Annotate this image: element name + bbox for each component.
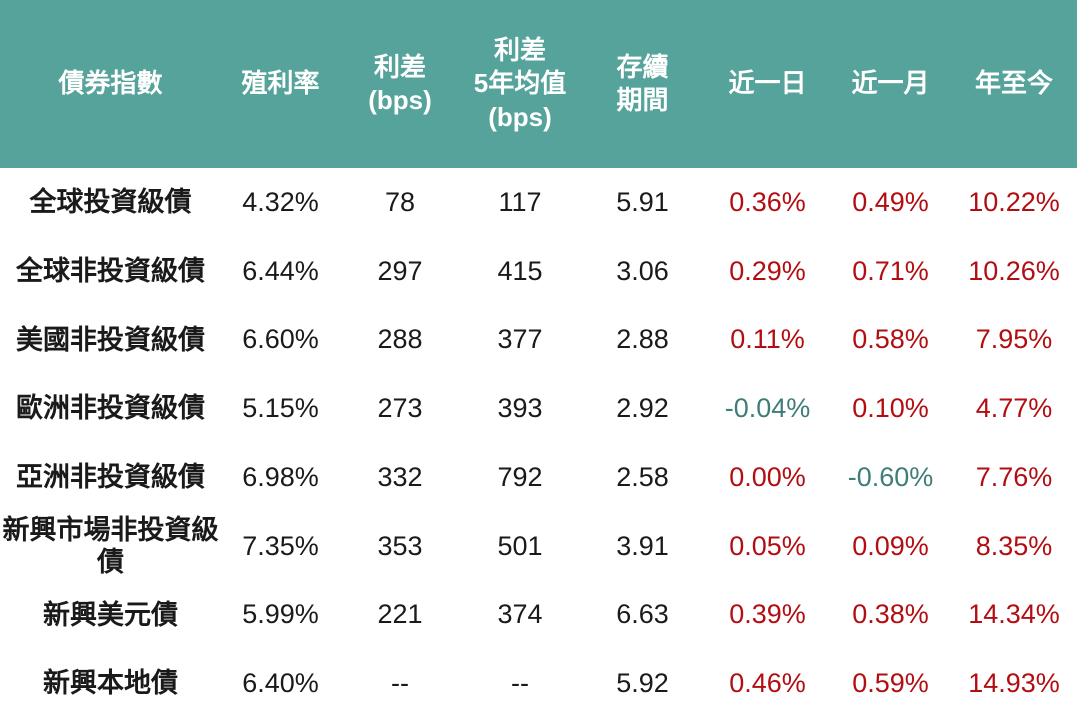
- cell-index-name: 新興美元債: [43, 599, 178, 630]
- cell-spread: 78: [384, 186, 416, 217]
- cell-1d-change: 0.39%: [729, 599, 806, 630]
- table-body: 全球投資級債 4.32% 78 117 5.91 0.36% 0.49% 10.…: [0, 168, 1077, 718]
- cell-1m-change: -0.60%: [847, 461, 934, 492]
- cell-yield: 7.35%: [242, 530, 319, 561]
- cell-ytd-change: 10.26%: [968, 255, 1060, 286]
- cell-index-name: 亞洲非投資級債: [16, 462, 205, 493]
- table-row: 新興本地債 6.40% -- -- 5.92 0.46% 0.59% 14.93…: [0, 649, 1077, 718]
- table-row: 全球非投資級債 6.44% 297 415 3.06 0.29% 0.71% 1…: [0, 237, 1077, 306]
- table-row: 新興市場非投資級債 7.35% 353 501 3.91 0.05% 0.09%…: [0, 512, 1077, 581]
- cell-spread-5y-avg: 792: [497, 461, 543, 492]
- cell-1m-change: 0.59%: [852, 668, 929, 699]
- header-row: 債券指數 殖利率 利差 (bps) 利差 5年均值 (bps) 存續 期間 近一…: [0, 0, 1077, 168]
- cell-spread: 297: [377, 255, 423, 286]
- table-row: 亞洲非投資級債 6.98% 332 792 2.58 0.00% -0.60% …: [0, 443, 1077, 512]
- cell-duration: 3.91: [616, 530, 669, 561]
- cell-1d-change: 0.29%: [729, 255, 806, 286]
- cell-ytd-change: 7.95%: [975, 324, 1053, 355]
- cell-1m-change: 0.58%: [852, 324, 929, 355]
- cell-spread-5y-avg: --: [511, 668, 529, 699]
- col-header-duration: 存續 期間: [580, 0, 705, 168]
- cell-ytd-change: 8.35%: [975, 530, 1053, 561]
- table-row: 美國非投資級債 6.60% 288 377 2.88 0.11% 0.58% 7…: [0, 306, 1077, 375]
- col-header-bond-index: 債券指數: [0, 0, 221, 168]
- cell-duration: 2.58: [616, 461, 669, 492]
- table-header: 債券指數 殖利率 利差 (bps) 利差 5年均值 (bps) 存續 期間 近一…: [0, 0, 1077, 168]
- cell-1m-change: 0.10%: [852, 393, 929, 424]
- cell-1d-change: 0.11%: [730, 324, 805, 355]
- cell-spread-5y-avg: 377: [497, 324, 543, 355]
- cell-ytd-change: 14.34%: [968, 599, 1060, 630]
- cell-yield: 4.32%: [242, 186, 319, 217]
- cell-yield: 5.15%: [242, 393, 319, 424]
- cell-index-name: 美國非投資級債: [16, 324, 205, 355]
- cell-yield: 5.99%: [242, 599, 319, 630]
- cell-1d-change: -0.04%: [724, 393, 811, 424]
- cell-spread-5y-avg: 501: [497, 530, 543, 561]
- cell-yield: 6.44%: [242, 255, 319, 286]
- cell-spread-5y-avg: 117: [498, 186, 542, 217]
- cell-duration: 2.92: [616, 393, 669, 424]
- table-row: 新興美元債 5.99% 221 374 6.63 0.39% 0.38% 14.…: [0, 581, 1077, 650]
- col-header-ytd-change: 年至今: [951, 0, 1077, 168]
- cell-1d-change: 0.46%: [729, 668, 806, 699]
- cell-index-name: 全球投資級債: [29, 187, 192, 218]
- cell-spread: 332: [377, 461, 423, 492]
- cell-yield: 6.98%: [242, 461, 319, 492]
- cell-duration: 5.92: [616, 668, 669, 699]
- col-header-spread-bps: 利差 (bps): [340, 0, 460, 168]
- cell-duration: 6.63: [616, 599, 669, 630]
- cell-spread: 273: [377, 393, 423, 424]
- cell-yield: 6.60%: [242, 324, 319, 355]
- col-header-yield: 殖利率: [221, 0, 340, 168]
- cell-spread-5y-avg: 415: [497, 255, 543, 286]
- table-row: 歐洲非投資級債 5.15% 273 393 2.92 -0.04% 0.10% …: [0, 374, 1077, 443]
- cell-1m-change: 0.38%: [852, 599, 929, 630]
- cell-index-name: 歐洲非投資級債: [16, 393, 205, 424]
- cell-1m-change: 0.49%: [852, 186, 929, 217]
- cell-1m-change: 0.09%: [852, 530, 929, 561]
- cell-ytd-change: 7.76%: [975, 461, 1053, 492]
- col-header-1d-change: 近一日: [705, 0, 830, 168]
- cell-ytd-change: 4.77%: [975, 393, 1053, 424]
- cell-spread: --: [391, 668, 409, 699]
- cell-duration: 3.06: [616, 255, 669, 286]
- col-header-spread-5y-avg: 利差 5年均值 (bps): [460, 0, 580, 168]
- table-row: 全球投資級債 4.32% 78 117 5.91 0.36% 0.49% 10.…: [0, 168, 1077, 237]
- cell-spread: 221: [377, 599, 423, 630]
- cell-spread-5y-avg: 374: [497, 599, 543, 630]
- cell-ytd-change: 14.93%: [968, 668, 1060, 699]
- cell-index-name: 新興本地債: [43, 668, 178, 699]
- cell-duration: 2.88: [616, 324, 669, 355]
- cell-spread: 288: [377, 324, 423, 355]
- cell-index-name: 新興市場非投資級債: [2, 514, 219, 578]
- cell-1d-change: 0.36%: [729, 186, 806, 217]
- col-header-1m-change: 近一月: [830, 0, 951, 168]
- cell-spread-5y-avg: 393: [497, 393, 543, 424]
- cell-spread: 353: [377, 530, 423, 561]
- cell-duration: 5.91: [616, 186, 669, 217]
- cell-yield: 6.40%: [242, 668, 319, 699]
- cell-1d-change: 0.05%: [729, 530, 806, 561]
- cell-1d-change: 0.00%: [729, 461, 806, 492]
- cell-ytd-change: 10.22%: [968, 186, 1060, 217]
- cell-index-name: 全球非投資級債: [16, 255, 205, 286]
- cell-1m-change: 0.71%: [852, 255, 929, 286]
